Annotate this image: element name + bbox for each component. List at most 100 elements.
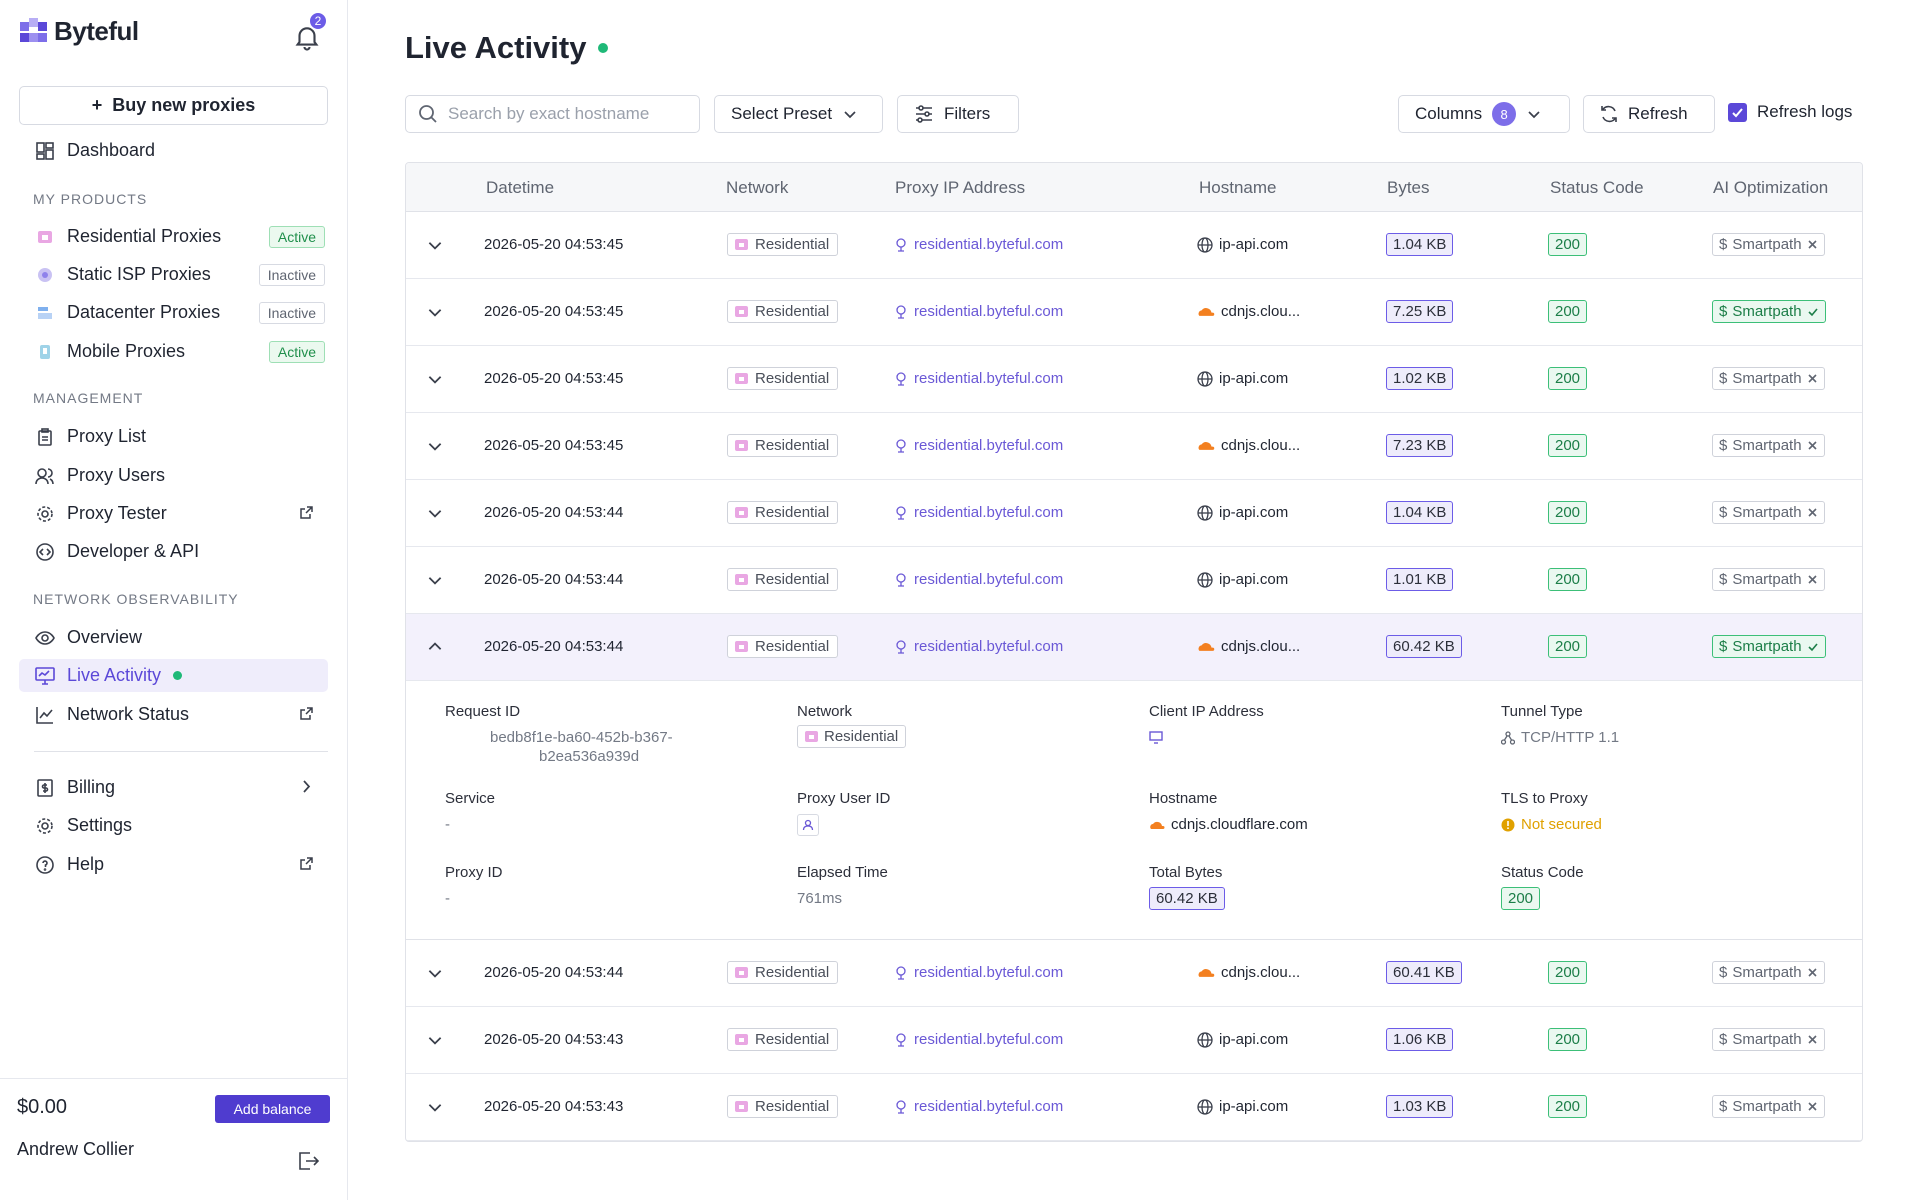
proxy-ip-cell[interactable]: residential.byteful.com [894,571,1063,588]
proxy-ip-cell[interactable]: residential.byteful.com [894,236,1063,253]
proxy-ip-link[interactable]: residential.byteful.com [914,236,1064,253]
logout-icon[interactable] [298,1151,320,1171]
table-row[interactable]: 2026-05-20 04:53:44 Residential residentia… [406,547,1862,614]
sidebar: Byteful 2 + Buy new proxies Dashboard MY… [0,0,348,1200]
sidebar-item-label: Help [67,854,105,874]
proxy-ip-link[interactable]: residential.byteful.com [914,964,1064,981]
search-input[interactable] [448,104,678,124]
proxy-ip-link[interactable]: residential.byteful.com [914,1031,1064,1048]
sidebar-item-network-status[interactable]: Network Status [19,698,328,731]
table-row[interactable]: 2026-05-20 04:53:44 Residential residentia… [406,480,1862,547]
search-box[interactable] [405,95,700,133]
table-row[interactable]: 2026-05-20 04:53:43 Residential residentia… [406,1007,1862,1074]
table-row[interactable]: 2026-05-20 04:53:45 Residential residentia… [406,212,1862,279]
close-icon [1807,1035,1817,1044]
proxy-ip-link[interactable]: residential.byteful.com [914,1098,1064,1115]
chevron-down-icon[interactable] [426,571,444,589]
sidebar-item-live-activity[interactable]: Live Activity [19,659,328,692]
add-balance-button[interactable]: Add balance [215,1095,330,1123]
sidebar-item-help[interactable]: Help [19,848,328,881]
checkbox-checked[interactable] [1728,102,1747,122]
column-header-datetime[interactable]: Datetime [486,178,555,197]
column-header-ai-optimization[interactable]: AI Optimization [1713,178,1829,197]
cloudflare-icon [1150,821,1165,829]
section-title-products: MY PRODUCTS [33,191,148,207]
proxy-ip-cell[interactable]: residential.byteful.com [894,964,1063,981]
proxy-ip-link[interactable]: residential.byteful.com [914,437,1064,454]
hostname-cell: ip-api.com [1197,1098,1288,1115]
proxy-ip-cell[interactable]: residential.byteful.com [894,370,1063,387]
sidebar-item-residential-proxies[interactable]: Residential Proxies Active [19,220,328,253]
sliders-icon [916,105,932,123]
proxy-ip-link[interactable]: residential.byteful.com [914,370,1064,387]
chevron-down-icon[interactable] [426,370,444,388]
select-preset-dropdown[interactable]: Select Preset [714,95,883,133]
proxy-ip-cell[interactable]: residential.byteful.com [894,504,1063,521]
sidebar-item-proxy-tester[interactable]: Proxy Tester [19,497,328,530]
network-tag: Residential [727,568,839,591]
chevron-down-icon[interactable] [426,504,444,522]
brand-logo[interactable]: Byteful [20,16,139,47]
sidebar-item-mobile-proxies[interactable]: Mobile Proxies Active [19,335,328,368]
smartpath-label: Smartpath [1732,1098,1802,1115]
sidebar-item-developer-api[interactable]: Developer & API [19,535,328,568]
refresh-logs-toggle[interactable]: Refresh logs [1728,102,1852,122]
smartpath-tag: $ Smartpath [1712,635,1826,658]
buy-proxies-button[interactable]: + Buy new proxies [19,86,328,125]
table-row[interactable]: 2026-05-20 04:53:45 Residential residentia… [406,279,1862,346]
column-header-status-code[interactable]: Status Code [1550,178,1644,197]
globe-icon [1197,1098,1213,1115]
column-header-network[interactable]: Network [726,178,789,197]
filters-button[interactable]: Filters [897,95,1019,133]
chevron-down-icon[interactable] [426,1031,444,1049]
proxy-ip-cell[interactable]: residential.byteful.com [894,303,1063,320]
sidebar-item-static-isp-proxies[interactable]: Static ISP Proxies Inactive [19,258,328,291]
chevron-down-icon[interactable] [426,1098,444,1116]
status-code-tag: 200 [1548,1095,1588,1118]
proxy-ip-cell[interactable]: residential.byteful.com [894,638,1063,655]
sidebar-item-proxy-list[interactable]: Proxy List [19,420,328,453]
sidebar-footer-divider [0,1078,348,1079]
chevron-down-icon[interactable] [426,303,444,321]
chevron-down-icon[interactable] [426,437,444,455]
detail-label: Total Bytes [1149,864,1223,881]
column-header-proxy-ip[interactable]: Proxy IP Address [895,178,1026,197]
table-row[interactable]: 2026-05-20 04:53:44 Residential residentia… [406,940,1862,1007]
request-id-value-2: b2ea536a939d [539,748,640,765]
table-row[interactable]: 2026-05-20 04:53:45 Residential residentia… [406,346,1862,413]
proxy-ip-link[interactable]: residential.byteful.com [914,303,1064,320]
column-header-bytes[interactable]: Bytes [1387,178,1430,197]
proxy-ip-link[interactable]: residential.byteful.com [914,571,1064,588]
bell-icon[interactable] [292,22,322,52]
column-header-hostname[interactable]: Hostname [1199,178,1277,197]
table-row[interactable]: 2026-05-20 04:53:43 Residential residentia… [406,1074,1862,1141]
network-label: Residential [755,1031,830,1048]
sidebar-item-billing[interactable]: Billing [19,771,328,804]
proxy-ip-cell[interactable]: residential.byteful.com [894,437,1063,454]
hostname-text: cdnjs.cloudflare.com [1171,816,1308,833]
chevron-down-icon[interactable] [426,964,444,982]
proxy-ip-link[interactable]: residential.byteful.com [914,638,1064,655]
residential-icon [735,306,748,317]
bytes-tag: 60.42 KB [1386,635,1462,658]
residential-icon [735,574,748,585]
smartpath-tag: $ Smartpath [1712,501,1825,524]
chevron-down-icon[interactable] [426,236,444,254]
sidebar-item-dashboard[interactable]: Dashboard [19,134,328,167]
table-row[interactable]: 2026-05-20 04:53:45 Residential residentia… [406,413,1862,480]
hostname-text: ip-api.com [1219,236,1289,253]
network-tag: Residential [727,367,839,390]
refresh-button[interactable]: Refresh [1583,95,1715,133]
sidebar-item-overview[interactable]: Overview [19,621,328,654]
table-row[interactable]: 2026-05-20 04:53:44 Residential residentia… [406,614,1862,681]
columns-dropdown[interactable]: Columns 8 [1398,95,1570,133]
smartpath-tag: $ Smartpath [1712,300,1826,323]
proxy-ip-cell[interactable]: residential.byteful.com [894,1098,1063,1115]
sidebar-item-settings[interactable]: Settings [19,809,328,842]
proxy-ip-cell[interactable]: residential.byteful.com [894,1031,1063,1048]
sidebar-item-datacenter-proxies[interactable]: Datacenter Proxies Inactive [19,296,328,329]
chevron-up-icon[interactable] [426,638,444,656]
proxy-ip-link[interactable]: residential.byteful.com [914,504,1064,521]
sidebar-item-proxy-users[interactable]: Proxy Users [19,459,328,492]
sidebar-item-label: Static ISP Proxies [67,264,211,284]
